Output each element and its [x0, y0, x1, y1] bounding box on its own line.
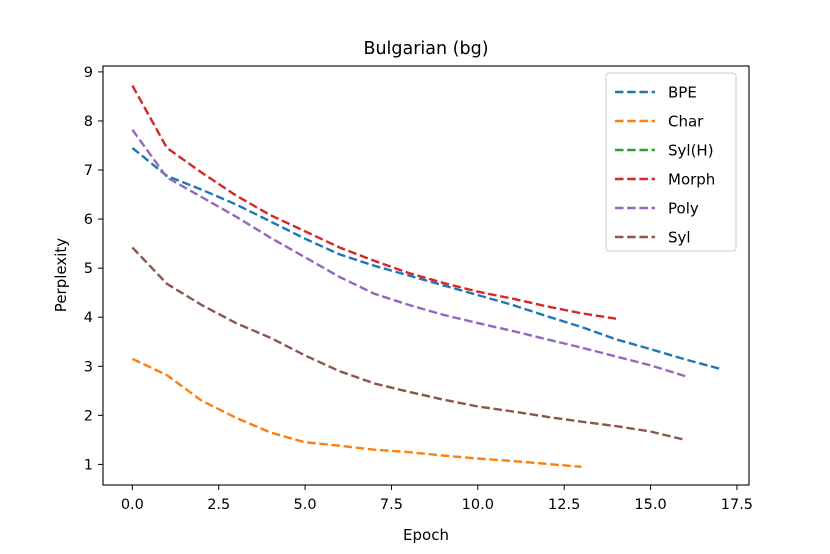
x-tick-label: 2.5 [207, 497, 230, 513]
y-axis-label: Perplexity [52, 238, 70, 312]
legend-label: Morph [668, 171, 715, 189]
plot-area-frame [102, 65, 750, 486]
x-tick-label: 7.5 [380, 497, 403, 513]
x-axis-label: Epoch [403, 526, 449, 544]
series-line-syl [131, 246, 686, 442]
y-tick-label: 6 [84, 212, 93, 228]
x-tick-label: 10.0 [462, 497, 494, 513]
legend-label: BPE [668, 84, 697, 102]
legend-items: BPE Char Syl(H) Morph Poly Syl [615, 84, 715, 247]
series-line-char [131, 357, 582, 468]
y-tick-label: 9 [84, 65, 93, 81]
y-tick-label: 1 [84, 457, 93, 473]
legend-box [605, 72, 737, 252]
legend-label: Poly [668, 200, 699, 218]
y-tick-label: 2 [84, 408, 93, 424]
series-layer [131, 85, 720, 468]
x-tick-label: 12.5 [548, 497, 580, 513]
chart-title: Bulgarian (bg) [363, 39, 488, 59]
y-tick-label: 5 [84, 261, 93, 277]
x-tick-label: 15.0 [634, 497, 666, 513]
x-tick-label: 5.0 [294, 497, 317, 513]
y-tick-label: 4 [84, 310, 93, 326]
x-axis-ticks: 0.0 2.5 5.0 7.5 10.0 12.5 15.0 17.5 [121, 485, 753, 513]
series-line-bpe [131, 146, 720, 370]
series-line-morph [131, 85, 617, 320]
legend-label: Char [668, 113, 704, 131]
y-tick-label: 3 [84, 359, 93, 375]
legend-label: Syl(H) [668, 142, 714, 160]
y-tick-label: 8 [84, 114, 93, 130]
y-tick-label: 7 [84, 163, 93, 179]
x-tick-label: 0.0 [121, 497, 144, 513]
y-axis-ticks: 1 2 3 4 5 6 7 8 9 [84, 65, 103, 473]
legend: BPE Char Syl(H) Morph Poly Syl [605, 72, 737, 252]
x-tick-label: 17.5 [721, 497, 753, 513]
series-line-poly [131, 129, 686, 378]
legend-label: Syl [668, 229, 691, 247]
